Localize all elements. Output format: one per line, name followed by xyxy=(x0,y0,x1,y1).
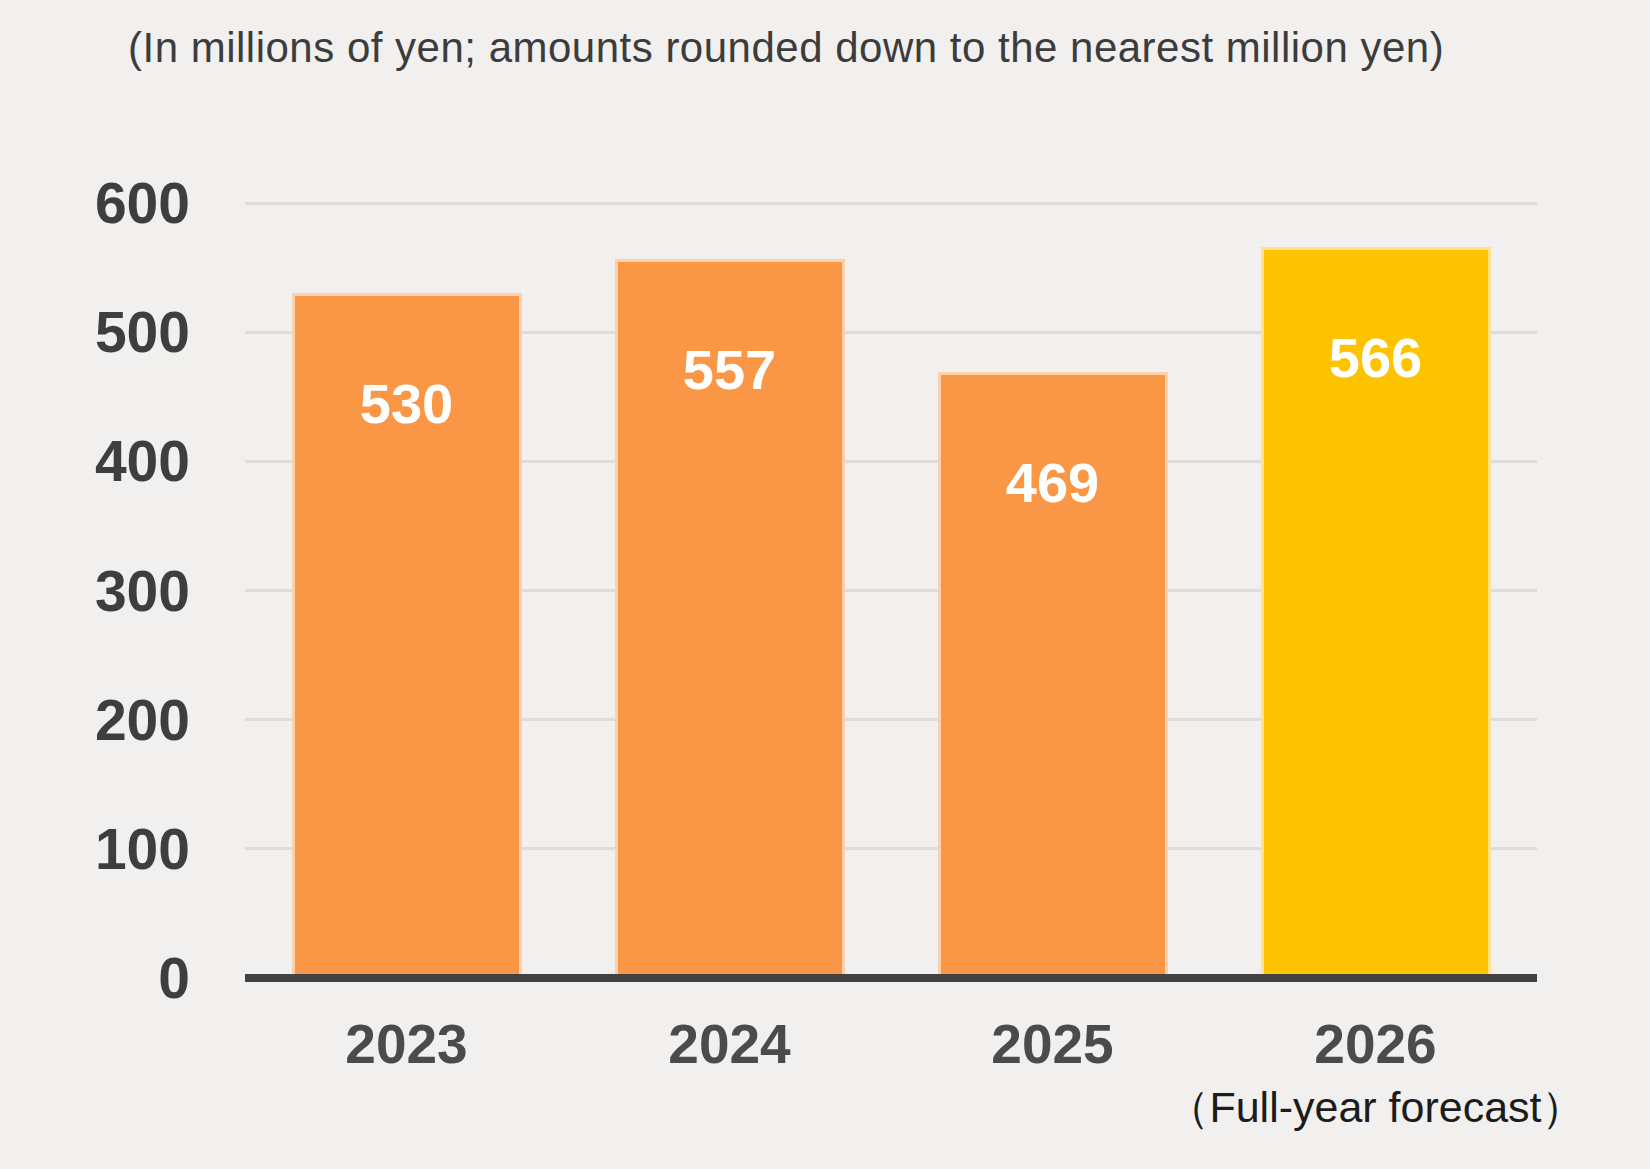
x-tick-label-2024: 2024 xyxy=(568,1014,891,1074)
bar-value-label-2025: 469 xyxy=(941,455,1165,511)
gridline-600 xyxy=(245,202,1537,205)
bar-2023: 530 xyxy=(292,293,522,978)
bar-value-label-2026: 566 xyxy=(1264,330,1488,386)
bar-value-label-2023: 530 xyxy=(295,376,519,432)
x-axis-line xyxy=(245,974,1537,982)
y-tick-label-600: 600 xyxy=(0,175,190,232)
y-tick-label-500: 500 xyxy=(0,304,190,361)
x-tick-label-2023: 2023 xyxy=(245,1014,568,1074)
bar-2025: 469 xyxy=(938,372,1168,978)
x-tick-label-2025: 2025 xyxy=(891,1014,1214,1074)
bar-chart: (In millions of yen; amounts rounded dow… xyxy=(0,0,1650,1169)
x-tick-sublabel-2026: （Full-year forecast） xyxy=(1076,1082,1650,1132)
bar-2026: 566 xyxy=(1261,247,1491,978)
y-tick-label-300: 300 xyxy=(0,562,190,619)
chart-note: (In millions of yen; amounts rounded dow… xyxy=(128,22,1444,74)
y-tick-label-400: 400 xyxy=(0,433,190,490)
y-tick-label-0: 0 xyxy=(0,950,190,1007)
y-tick-label-100: 100 xyxy=(0,820,190,877)
bar-2024: 557 xyxy=(615,259,845,978)
x-tick-label-2026: 2026 xyxy=(1214,1014,1537,1074)
bar-value-label-2024: 557 xyxy=(618,342,842,398)
y-tick-label-200: 200 xyxy=(0,691,190,748)
